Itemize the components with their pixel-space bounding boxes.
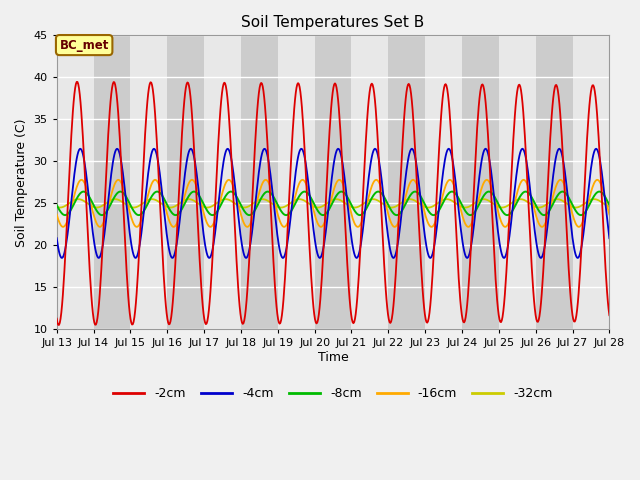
Title: Soil Temperatures Set B: Soil Temperatures Set B xyxy=(241,15,425,30)
X-axis label: Time: Time xyxy=(317,351,348,364)
Bar xyxy=(351,36,388,329)
Legend: -2cm, -4cm, -8cm, -16cm, -32cm: -2cm, -4cm, -8cm, -16cm, -32cm xyxy=(108,383,558,406)
Bar xyxy=(131,36,167,329)
Bar xyxy=(278,36,315,329)
Bar xyxy=(573,36,609,329)
Bar xyxy=(536,36,573,329)
Bar xyxy=(241,36,278,329)
Bar xyxy=(388,36,425,329)
Bar xyxy=(425,36,462,329)
Bar xyxy=(57,36,93,329)
Text: BC_met: BC_met xyxy=(60,38,109,51)
Bar xyxy=(204,36,241,329)
Bar xyxy=(499,36,536,329)
Bar xyxy=(462,36,499,329)
Y-axis label: Soil Temperature (C): Soil Temperature (C) xyxy=(15,118,28,247)
Bar xyxy=(93,36,131,329)
Bar xyxy=(315,36,351,329)
Bar xyxy=(167,36,204,329)
